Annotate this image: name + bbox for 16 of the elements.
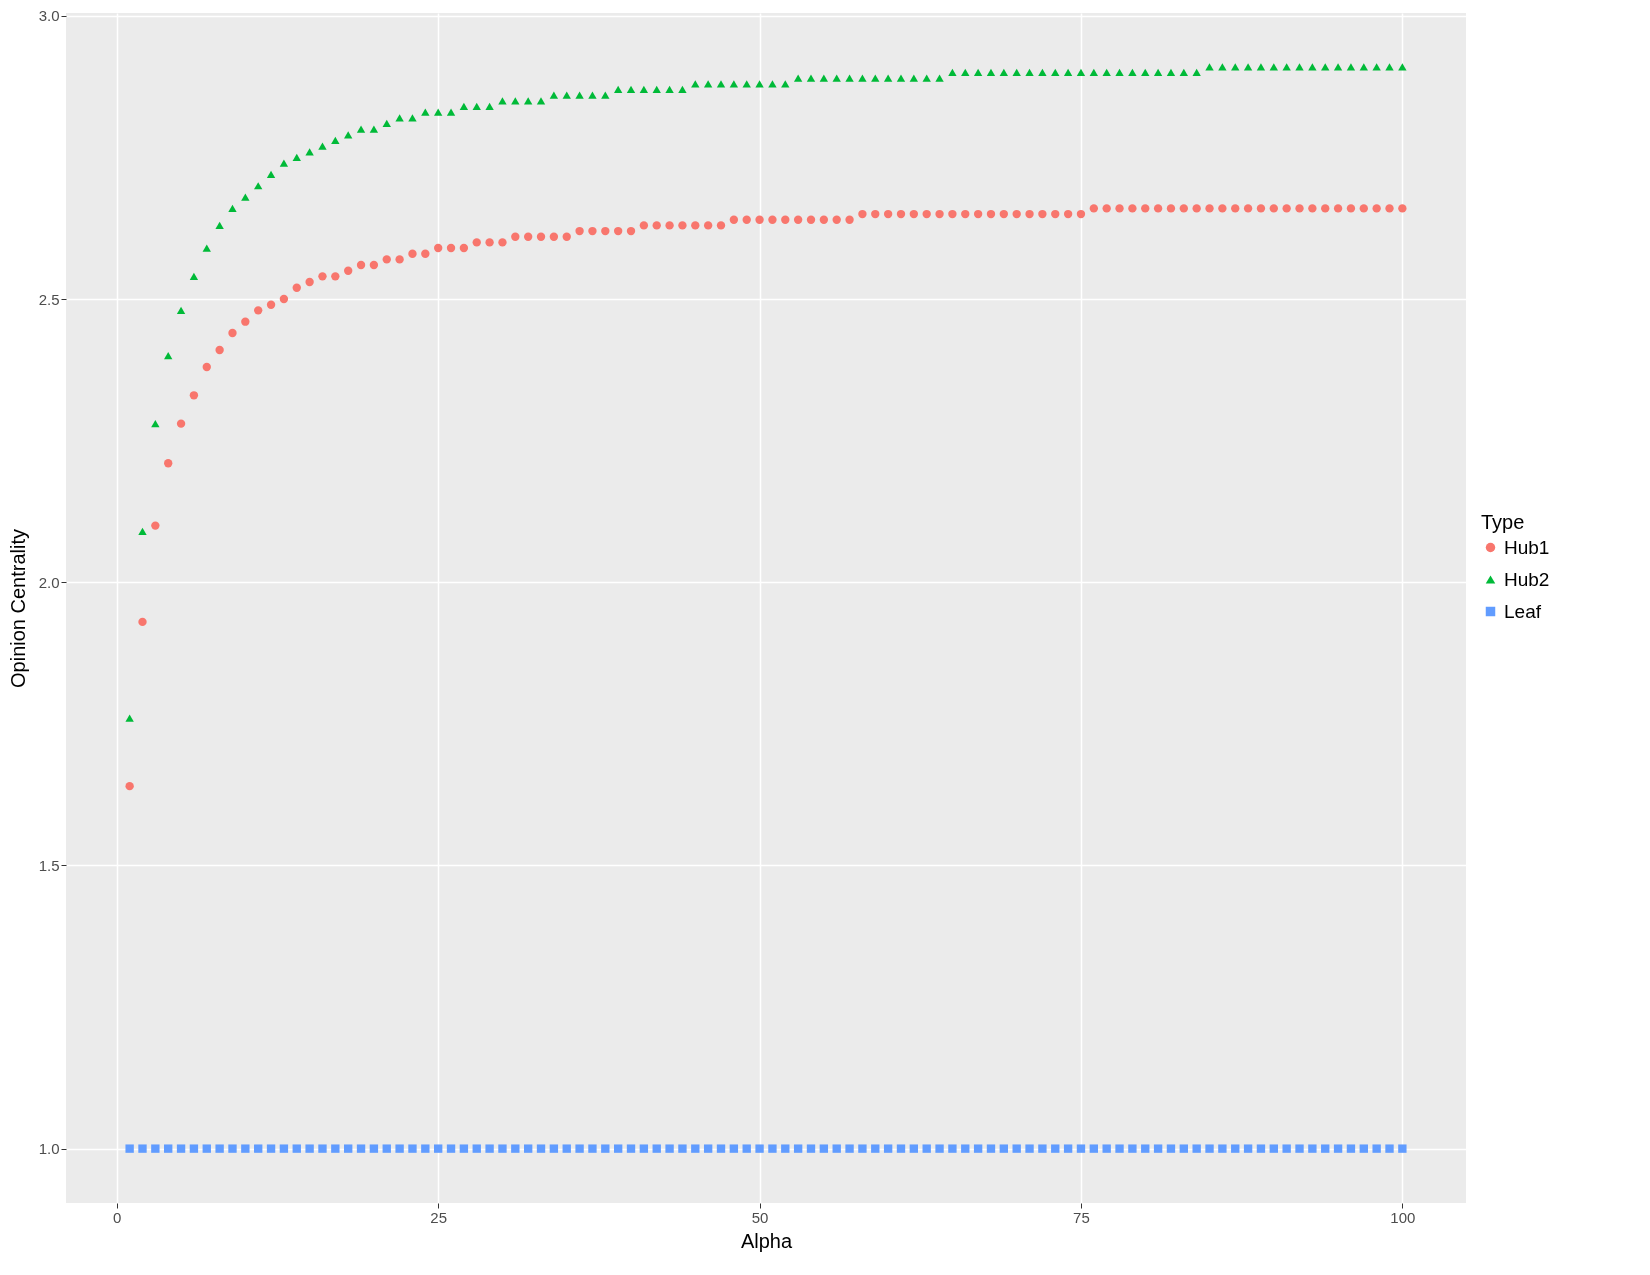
legend-label: Leaf bbox=[1504, 600, 1542, 622]
y-tick-label: 1.0 bbox=[38, 1140, 60, 1158]
legend-title: Type bbox=[1481, 511, 1525, 533]
legend-label: Hub1 bbox=[1504, 536, 1550, 558]
x-tick-label: 50 bbox=[751, 1208, 769, 1226]
y-tick-label: 2.5 bbox=[38, 290, 60, 308]
x-tick-label: 100 bbox=[1390, 1208, 1416, 1226]
x-tick-label: 75 bbox=[1073, 1208, 1090, 1226]
x-tick-label: 0 bbox=[113, 1208, 122, 1226]
y-tick-label: 3.0 bbox=[38, 7, 60, 25]
x-axis-title: Alpha bbox=[740, 1229, 793, 1252]
legend-label: Hub2 bbox=[1504, 568, 1550, 590]
y-tick-label: 2.0 bbox=[38, 573, 60, 591]
y-tick-label: 1.5 bbox=[38, 856, 60, 874]
y-axis-title: Opinion Centrality bbox=[6, 529, 29, 688]
x-tick-label: 25 bbox=[430, 1208, 448, 1226]
